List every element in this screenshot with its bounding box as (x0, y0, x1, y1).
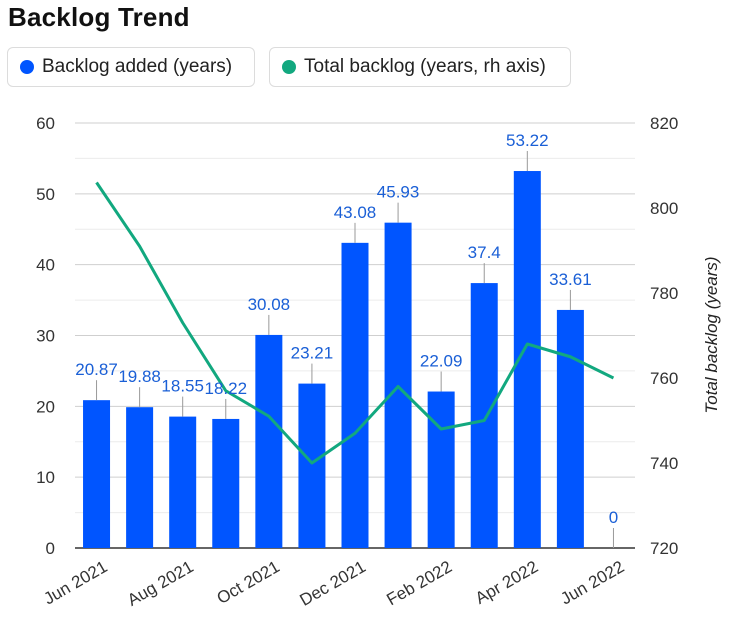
bar (126, 407, 154, 548)
y-left-tick: 40 (36, 256, 55, 275)
y-right-tick: 780 (650, 284, 678, 303)
data-label: 20.87 (75, 360, 118, 379)
y-left-tick: 20 (36, 397, 55, 416)
y-right-tick: 740 (650, 454, 678, 473)
y-left-tick: 0 (46, 539, 55, 558)
data-label: 30.08 (248, 295, 291, 314)
x-tick: Feb 2022 (383, 557, 455, 609)
bar (427, 391, 455, 548)
legend-label: Total backlog (years, rh axis) (304, 56, 546, 77)
y-right-tick: 800 (650, 199, 678, 218)
x-tick: Apr 2022 (472, 557, 541, 608)
x-tick: Jun 2022 (557, 557, 627, 608)
chart-title: Backlog Trend (8, 2, 190, 32)
total-backlog-line (95, 181, 615, 465)
bar-series (83, 171, 584, 548)
y-right-tick: 760 (650, 369, 678, 388)
bar (212, 418, 240, 548)
legend-dot-icon (282, 60, 296, 74)
data-label: 33.61 (549, 270, 592, 289)
label-leaders (96, 151, 614, 548)
y-right-tick: 820 (650, 114, 678, 133)
bar (169, 416, 197, 548)
data-label: 19.88 (118, 367, 161, 386)
x-tick: Aug 2021 (124, 557, 197, 610)
y-left-tick: 30 (36, 327, 55, 346)
x-tick: Jun 2021 (40, 557, 110, 608)
bar (341, 242, 369, 548)
legend-item-total-backlog[interactable]: Total backlog (years, rh axis) (269, 47, 571, 87)
data-label: 18.55 (161, 377, 204, 396)
data-label: 45.93 (377, 183, 420, 202)
bar (255, 334, 283, 548)
line-series (95, 181, 615, 465)
data-label: 22.09 (420, 352, 463, 371)
y-left-tick: 50 (36, 185, 55, 204)
bar (298, 383, 326, 548)
data-label: 23.21 (291, 344, 334, 363)
data-label: 18.22 (204, 379, 247, 398)
y-axis-left: 0 10 20 30 40 50 60 (36, 114, 55, 558)
data-labels: 20.87 19.88 18.55 18.22 30.08 23.21 43.0845.93… (75, 131, 618, 527)
bar (556, 309, 584, 548)
y-left-tick: 10 (36, 468, 55, 487)
y-axis-right-label: Total backlog (years) (702, 256, 721, 413)
data-label: 53.22 (506, 131, 549, 150)
data-label: 43.08 (334, 203, 377, 222)
data-label: 37.4 (468, 243, 501, 262)
data-label: 0 (609, 508, 618, 527)
legend-item-backlog-added[interactable]: Backlog added (years) (7, 47, 255, 87)
legend-label: Backlog added (years) (42, 56, 233, 77)
x-tick: Dec 2021 (296, 557, 369, 610)
y-left-tick: 60 (36, 114, 55, 133)
y-axis-right: 720 740 760 780 800 820 (650, 114, 678, 558)
legend-dot-icon (20, 60, 34, 74)
bar (83, 400, 111, 548)
x-tick: Oct 2021 (214, 557, 283, 608)
bar (470, 283, 498, 548)
x-axis: Jun 2021 Aug 2021 Oct 2021 Dec 2021 Feb 2022… (40, 557, 627, 610)
y-right-tick: 720 (650, 539, 678, 558)
